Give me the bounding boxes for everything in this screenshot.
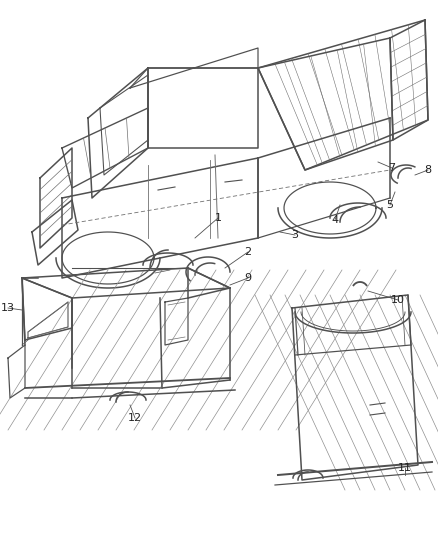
Text: 10: 10 bbox=[390, 295, 404, 305]
Text: 12: 12 bbox=[127, 413, 142, 423]
Text: 7: 7 bbox=[388, 163, 395, 173]
Text: 2: 2 bbox=[244, 247, 251, 257]
Text: 3: 3 bbox=[291, 230, 298, 240]
Text: 1: 1 bbox=[214, 213, 221, 223]
Text: 9: 9 bbox=[244, 273, 251, 283]
Text: 8: 8 bbox=[424, 165, 431, 175]
Text: 5: 5 bbox=[385, 200, 392, 210]
Text: 11: 11 bbox=[397, 463, 411, 473]
Text: 4: 4 bbox=[331, 215, 338, 225]
Text: 13: 13 bbox=[1, 303, 15, 313]
